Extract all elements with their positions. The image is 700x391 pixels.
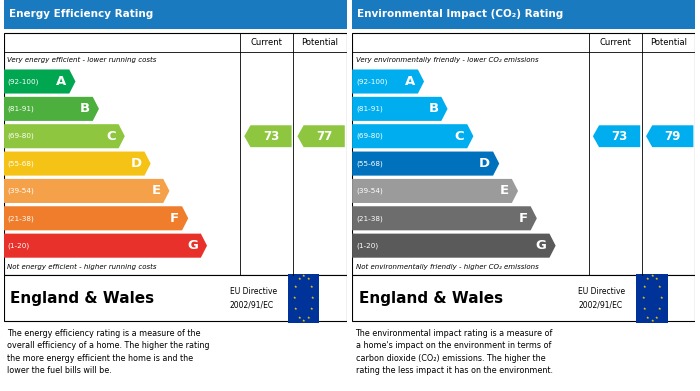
Text: (92-100): (92-100) [356, 78, 388, 85]
Polygon shape [593, 125, 640, 147]
Text: (55-68): (55-68) [8, 160, 34, 167]
Text: (21-38): (21-38) [356, 215, 383, 222]
Text: B: B [428, 102, 439, 115]
Text: C: C [455, 130, 465, 143]
Polygon shape [4, 179, 169, 203]
Text: Potential: Potential [302, 38, 338, 47]
Text: (39-54): (39-54) [356, 188, 383, 194]
Polygon shape [352, 152, 499, 176]
Text: E: E [500, 185, 509, 197]
Text: (1-20): (1-20) [8, 242, 29, 249]
Text: (1-20): (1-20) [356, 242, 378, 249]
Polygon shape [4, 70, 76, 93]
Text: C: C [106, 130, 116, 143]
Text: ★: ★ [298, 316, 301, 319]
Text: G: G [536, 239, 547, 252]
Text: D: D [131, 157, 141, 170]
Text: 79: 79 [664, 130, 681, 143]
Text: (81-91): (81-91) [8, 106, 34, 112]
Text: F: F [170, 212, 179, 225]
Polygon shape [352, 70, 424, 93]
Text: ★: ★ [309, 307, 313, 312]
Text: (69-80): (69-80) [356, 133, 383, 140]
Text: ★: ★ [658, 285, 662, 289]
Text: Not environmentally friendly - higher CO₂ emissions: Not environmentally friendly - higher CO… [356, 264, 538, 270]
Text: ★: ★ [294, 307, 298, 312]
Text: (92-100): (92-100) [8, 78, 39, 85]
Text: England & Wales: England & Wales [359, 291, 503, 306]
Text: ★: ★ [309, 285, 313, 289]
Text: ★: ★ [307, 277, 310, 281]
Polygon shape [352, 97, 447, 121]
Bar [352, 33, 695, 275]
Text: 77: 77 [316, 130, 332, 143]
Text: A: A [405, 75, 415, 88]
Bar [4, 33, 346, 275]
Text: England & Wales: England & Wales [10, 291, 155, 306]
Text: (21-38): (21-38) [8, 215, 34, 222]
Bar [636, 274, 668, 323]
Text: ★: ★ [643, 307, 646, 312]
Text: EU Directive
2002/91/EC: EU Directive 2002/91/EC [578, 287, 626, 309]
Text: ★: ★ [650, 274, 654, 278]
Text: ★: ★ [307, 316, 310, 319]
Text: 73: 73 [612, 130, 628, 143]
Bar [4, 0, 346, 29]
Text: ★: ★ [646, 316, 650, 319]
Text: Energy Efficiency Rating: Energy Efficiency Rating [8, 9, 153, 20]
Text: G: G [187, 239, 198, 252]
Polygon shape [352, 206, 537, 230]
Text: Not energy efficient - higher running costs: Not energy efficient - higher running co… [7, 264, 156, 270]
Text: ★: ★ [302, 274, 305, 278]
Text: EU Directive
2002/91/EC: EU Directive 2002/91/EC [230, 287, 277, 309]
Text: Very environmentally friendly - lower CO₂ emissions: Very environmentally friendly - lower CO… [356, 57, 538, 63]
Text: E: E [151, 185, 160, 197]
Bar [352, 0, 695, 29]
Polygon shape [298, 125, 345, 147]
Text: ★: ★ [302, 319, 305, 323]
Text: Current: Current [599, 38, 631, 47]
Text: Potential: Potential [650, 38, 687, 47]
Text: D: D [480, 157, 490, 170]
Polygon shape [4, 206, 188, 230]
Text: Environmental Impact (CO₂) Rating: Environmental Impact (CO₂) Rating [357, 9, 564, 20]
Polygon shape [646, 125, 694, 147]
Text: A: A [56, 75, 66, 88]
Polygon shape [4, 233, 207, 258]
Text: ★: ★ [650, 319, 654, 323]
Text: ★: ★ [658, 307, 662, 312]
Polygon shape [4, 152, 150, 176]
Text: ★: ★ [293, 296, 296, 300]
Text: Current: Current [251, 38, 283, 47]
Text: (39-54): (39-54) [8, 188, 34, 194]
Polygon shape [4, 124, 125, 148]
Polygon shape [4, 97, 99, 121]
Text: ★: ★ [294, 285, 298, 289]
Polygon shape [352, 233, 556, 258]
Polygon shape [244, 125, 292, 147]
Polygon shape [352, 179, 518, 203]
Bar [288, 274, 319, 323]
Text: ★: ★ [646, 277, 650, 281]
Text: Very energy efficient - lower running costs: Very energy efficient - lower running co… [7, 57, 156, 63]
Text: ★: ★ [655, 316, 659, 319]
Text: ★: ★ [643, 285, 646, 289]
Text: The energy efficiency rating is a measure of the
overall efficiency of a home. T: The energy efficiency rating is a measur… [7, 329, 209, 375]
Text: F: F [519, 212, 528, 225]
Text: ★: ★ [311, 296, 314, 300]
Text: 73: 73 [263, 130, 279, 143]
Bar [4, 275, 346, 321]
Polygon shape [352, 124, 473, 148]
Text: (81-91): (81-91) [356, 106, 383, 112]
Bar [352, 275, 695, 321]
Text: ★: ★ [655, 277, 659, 281]
Text: (55-68): (55-68) [356, 160, 383, 167]
Text: ★: ★ [641, 296, 645, 300]
Text: B: B [80, 102, 90, 115]
Text: ★: ★ [298, 277, 301, 281]
Text: (69-80): (69-80) [8, 133, 34, 140]
Text: The environmental impact rating is a measure of
a home's impact on the environme: The environmental impact rating is a mea… [356, 329, 553, 375]
Text: ★: ★ [659, 296, 663, 300]
